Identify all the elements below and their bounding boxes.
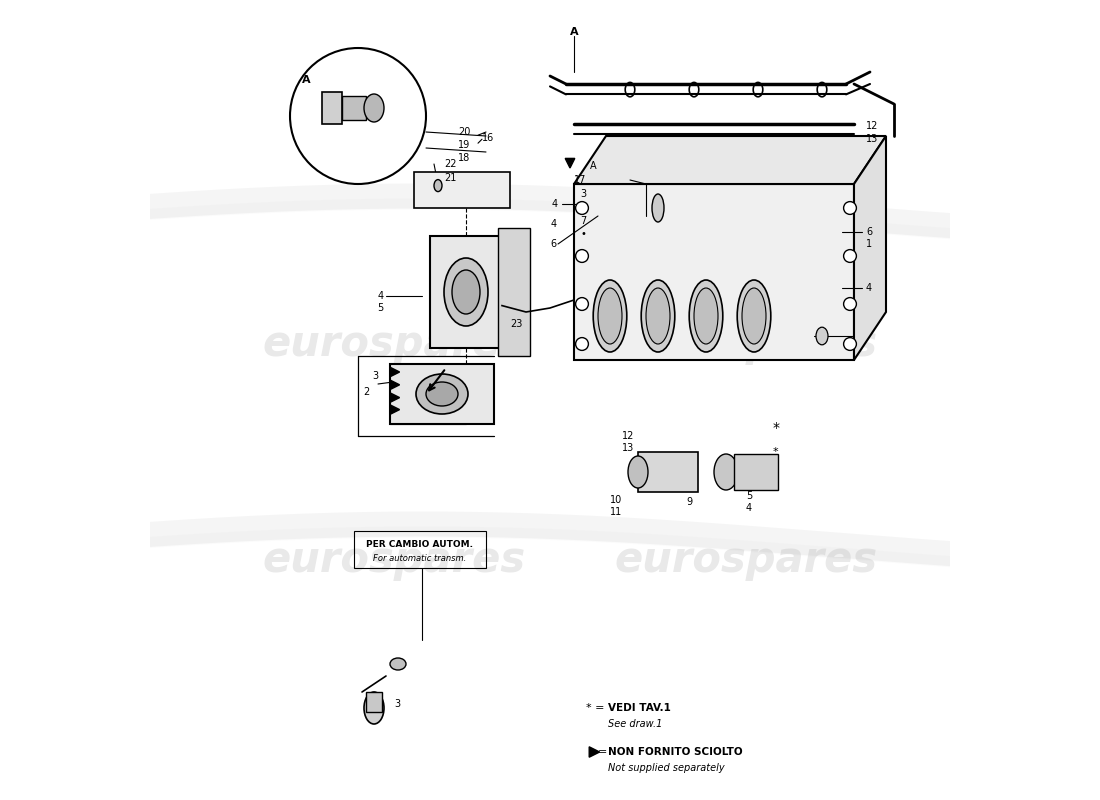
FancyBboxPatch shape	[366, 692, 382, 712]
Text: 9: 9	[686, 498, 692, 507]
Ellipse shape	[444, 258, 488, 326]
Polygon shape	[565, 158, 575, 168]
FancyBboxPatch shape	[342, 96, 366, 120]
Ellipse shape	[416, 374, 468, 414]
Polygon shape	[430, 236, 502, 348]
Text: 16: 16	[482, 133, 494, 142]
Circle shape	[844, 298, 857, 310]
Text: eurospares: eurospares	[614, 539, 877, 581]
Text: *: *	[772, 421, 779, 435]
Text: A: A	[570, 27, 579, 37]
Ellipse shape	[364, 94, 384, 122]
Polygon shape	[574, 184, 854, 360]
Text: See draw.1: See draw.1	[608, 719, 663, 729]
Ellipse shape	[426, 382, 458, 406]
Ellipse shape	[646, 288, 670, 344]
FancyBboxPatch shape	[498, 228, 530, 356]
Text: 3: 3	[580, 189, 586, 198]
Text: 1: 1	[866, 239, 872, 249]
Text: 10: 10	[610, 495, 623, 505]
Polygon shape	[390, 393, 399, 402]
Text: 21: 21	[444, 173, 456, 182]
Text: For automatic transm.: For automatic transm.	[373, 554, 466, 563]
Polygon shape	[390, 405, 399, 414]
Ellipse shape	[694, 288, 718, 344]
Polygon shape	[414, 172, 510, 208]
Text: eurospares: eurospares	[262, 323, 525, 365]
Text: 3: 3	[372, 371, 378, 381]
Ellipse shape	[434, 180, 442, 192]
Ellipse shape	[628, 456, 648, 488]
Text: 3: 3	[394, 699, 400, 709]
Circle shape	[575, 202, 589, 214]
Text: 18: 18	[458, 153, 471, 162]
Text: eurospares: eurospares	[614, 323, 877, 365]
Text: eurospares: eurospares	[262, 539, 525, 581]
Text: 23: 23	[510, 319, 522, 329]
Text: 17: 17	[573, 175, 586, 185]
Circle shape	[844, 250, 857, 262]
Text: •: •	[580, 202, 586, 212]
Text: 4: 4	[866, 283, 872, 293]
Text: 4: 4	[550, 219, 557, 229]
Ellipse shape	[452, 270, 480, 314]
Text: 5: 5	[377, 303, 384, 313]
Polygon shape	[854, 136, 886, 360]
Text: 12: 12	[621, 431, 635, 441]
FancyBboxPatch shape	[734, 454, 778, 490]
Polygon shape	[574, 136, 886, 184]
Text: 7: 7	[580, 216, 586, 226]
Ellipse shape	[816, 327, 828, 345]
Text: * =: * =	[586, 703, 605, 713]
Circle shape	[575, 250, 589, 262]
Ellipse shape	[690, 280, 723, 352]
Text: 12: 12	[866, 121, 879, 130]
Ellipse shape	[737, 280, 771, 352]
Ellipse shape	[742, 288, 766, 344]
Circle shape	[844, 202, 857, 214]
FancyBboxPatch shape	[322, 92, 342, 124]
Ellipse shape	[714, 454, 738, 490]
Text: 20: 20	[458, 127, 471, 137]
Polygon shape	[390, 364, 494, 424]
Text: =: =	[598, 747, 607, 757]
Text: •: •	[580, 230, 586, 239]
Text: 11: 11	[610, 507, 623, 517]
Text: 2: 2	[364, 387, 370, 397]
Circle shape	[575, 338, 589, 350]
Text: A: A	[301, 75, 310, 85]
Ellipse shape	[364, 692, 384, 724]
Ellipse shape	[598, 288, 622, 344]
Ellipse shape	[652, 194, 664, 222]
Ellipse shape	[593, 280, 627, 352]
Text: *: *	[773, 447, 779, 457]
Text: 13: 13	[866, 134, 878, 144]
Polygon shape	[590, 747, 600, 757]
Text: 19: 19	[458, 140, 471, 150]
Polygon shape	[390, 380, 399, 390]
Circle shape	[290, 48, 426, 184]
Ellipse shape	[641, 280, 674, 352]
Text: 6: 6	[550, 239, 557, 249]
Text: 4: 4	[377, 291, 384, 301]
Text: 4: 4	[552, 199, 558, 209]
Polygon shape	[390, 367, 399, 377]
Ellipse shape	[390, 658, 406, 670]
Text: VEDI TAV.1: VEDI TAV.1	[608, 703, 671, 713]
Text: 13: 13	[621, 443, 635, 453]
Circle shape	[575, 298, 589, 310]
Text: NON FORNITO SCIOLTO: NON FORNITO SCIOLTO	[608, 747, 742, 757]
Text: 4: 4	[746, 503, 752, 513]
Text: 6: 6	[866, 227, 872, 237]
Text: 22: 22	[444, 159, 456, 169]
Text: PER CAMBIO AUTOM.: PER CAMBIO AUTOM.	[366, 539, 473, 549]
FancyBboxPatch shape	[638, 452, 698, 492]
Text: A: A	[590, 161, 596, 170]
Text: 5: 5	[746, 491, 752, 501]
Circle shape	[844, 338, 857, 350]
Text: Not supplied separately: Not supplied separately	[608, 763, 725, 773]
